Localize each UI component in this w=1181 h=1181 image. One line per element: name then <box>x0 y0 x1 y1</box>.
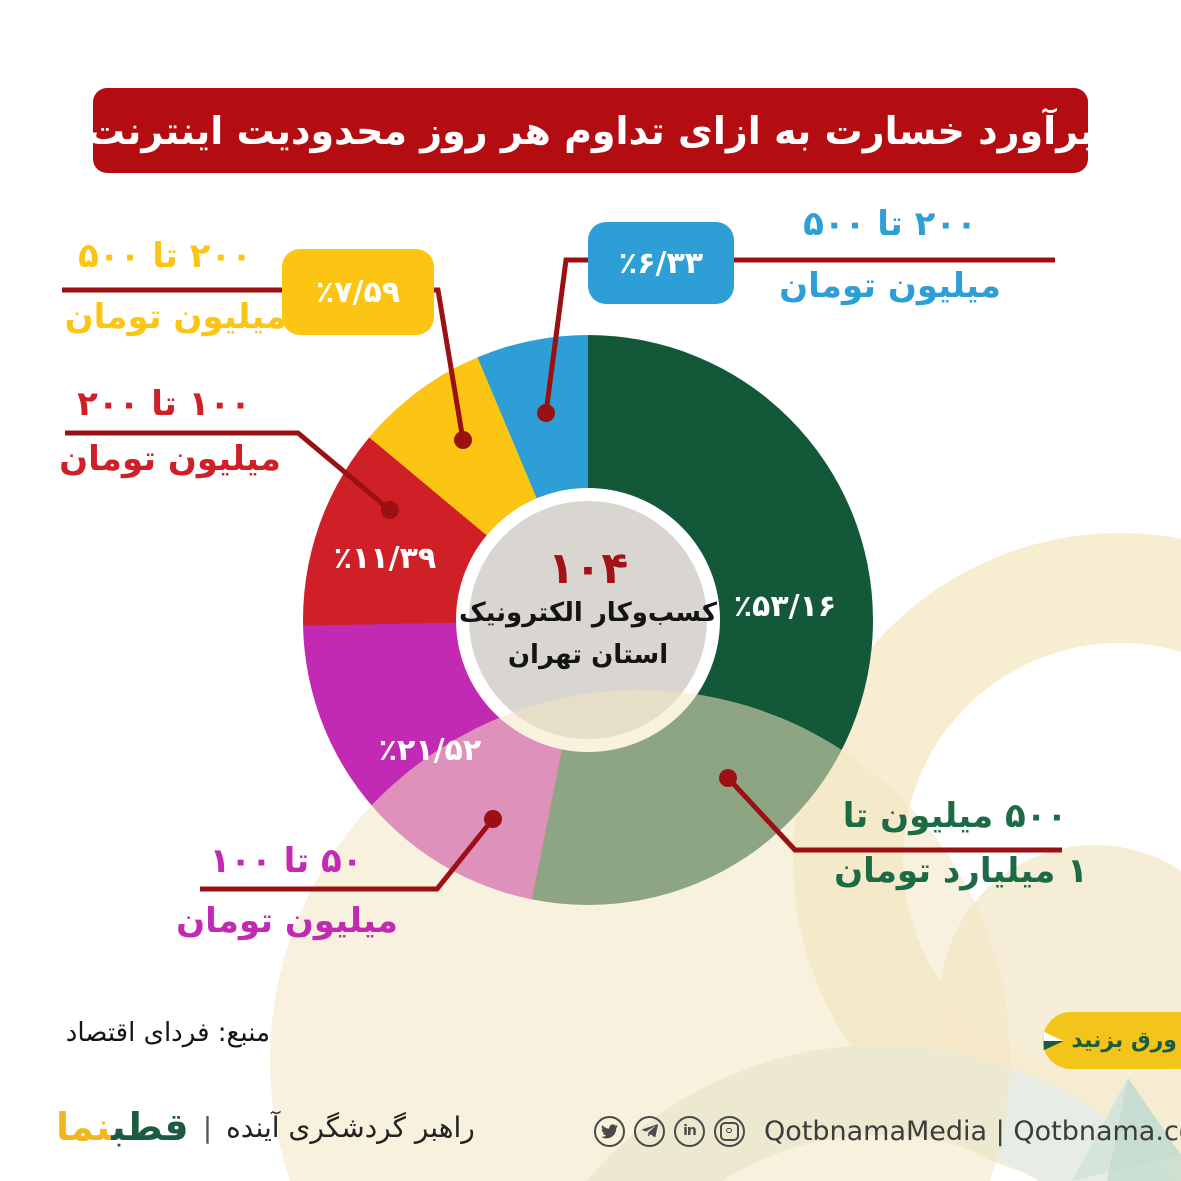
callout-label-yellow-range: ۲۰۰ تا ۵۰۰ <box>78 236 252 276</box>
callout-label-green-unit: ۱ میلیارد تومان <box>834 851 1088 891</box>
callout-label-red-unit: میلیون تومان <box>59 439 281 479</box>
center-count: ۱۰۴ <box>547 543 629 594</box>
slice-value-red: ٪۱۱/۳۹ <box>333 541 437 576</box>
page-title: برآورد خسارت به ازای تداوم هر روز محدودی… <box>86 108 1095 153</box>
callout-label-magenta-range: ۵۰ تا ۱۰۰ <box>209 841 363 881</box>
twitter-icon[interactable] <box>594 1115 625 1147</box>
center-label-line1: کسب‌وکار الکترونیک <box>459 598 717 628</box>
pager-label: ورق بزنید <box>1071 1028 1177 1053</box>
linkedin-icon[interactable]: in <box>674 1115 705 1147</box>
brand-tagline: راهبر گردشگری آینده <box>226 1110 475 1144</box>
slice-value-badge-yellow: ٪۷/۵۹ <box>282 249 434 335</box>
source-note: منبع: فردای اقتصاد <box>65 1018 270 1048</box>
title-banner: برآورد خسارت به ازای تداوم هر روز محدودی… <box>87 88 1094 173</box>
qotbnama-logo: قطبنما <box>56 1105 190 1149</box>
slice-value-green: ٪۵۳/۱۶ <box>733 589 837 624</box>
swipe-arrow-icon <box>1043 1031 1064 1050</box>
callout-label-red-range: ۱۰۰ تا ۲۰۰ <box>77 384 251 424</box>
callout-label-green-range: ۵۰۰ میلیون تا <box>842 796 1068 836</box>
logo-part-yellow: نما <box>56 1105 112 1149</box>
brand-separator: | <box>202 1110 213 1144</box>
instagram-icon[interactable] <box>714 1115 745 1147</box>
slice-value-badge-blue: ٪۶/۳۳ <box>588 222 734 304</box>
callout-label-magenta-unit: میلیون تومان <box>176 901 398 941</box>
logo-part-green: قطب <box>111 1105 189 1149</box>
footer-socials: in QotbnamaMedia | Qotbnama.com <box>594 1108 1181 1154</box>
callout-label-blue-range: ۲۰۰ تا ۵۰۰ <box>803 204 977 244</box>
footer-brand: راهبر گردشگری آینده | قطبنما <box>56 1098 475 1156</box>
social-handles[interactable]: QotbnamaMedia | Qotbnama.com <box>764 1115 1181 1147</box>
callout-label-blue-unit: میلیون تومان <box>779 266 1001 306</box>
slice-value-magenta: ٪۲۱/۵۲ <box>378 733 482 768</box>
pager-pill[interactable]: ورق بزنید <box>1043 1012 1181 1069</box>
telegram-icon[interactable] <box>634 1115 665 1147</box>
center-label-line2: استان تهران <box>507 640 669 670</box>
callout-label-yellow-unit: میلیون تومان <box>64 297 287 337</box>
